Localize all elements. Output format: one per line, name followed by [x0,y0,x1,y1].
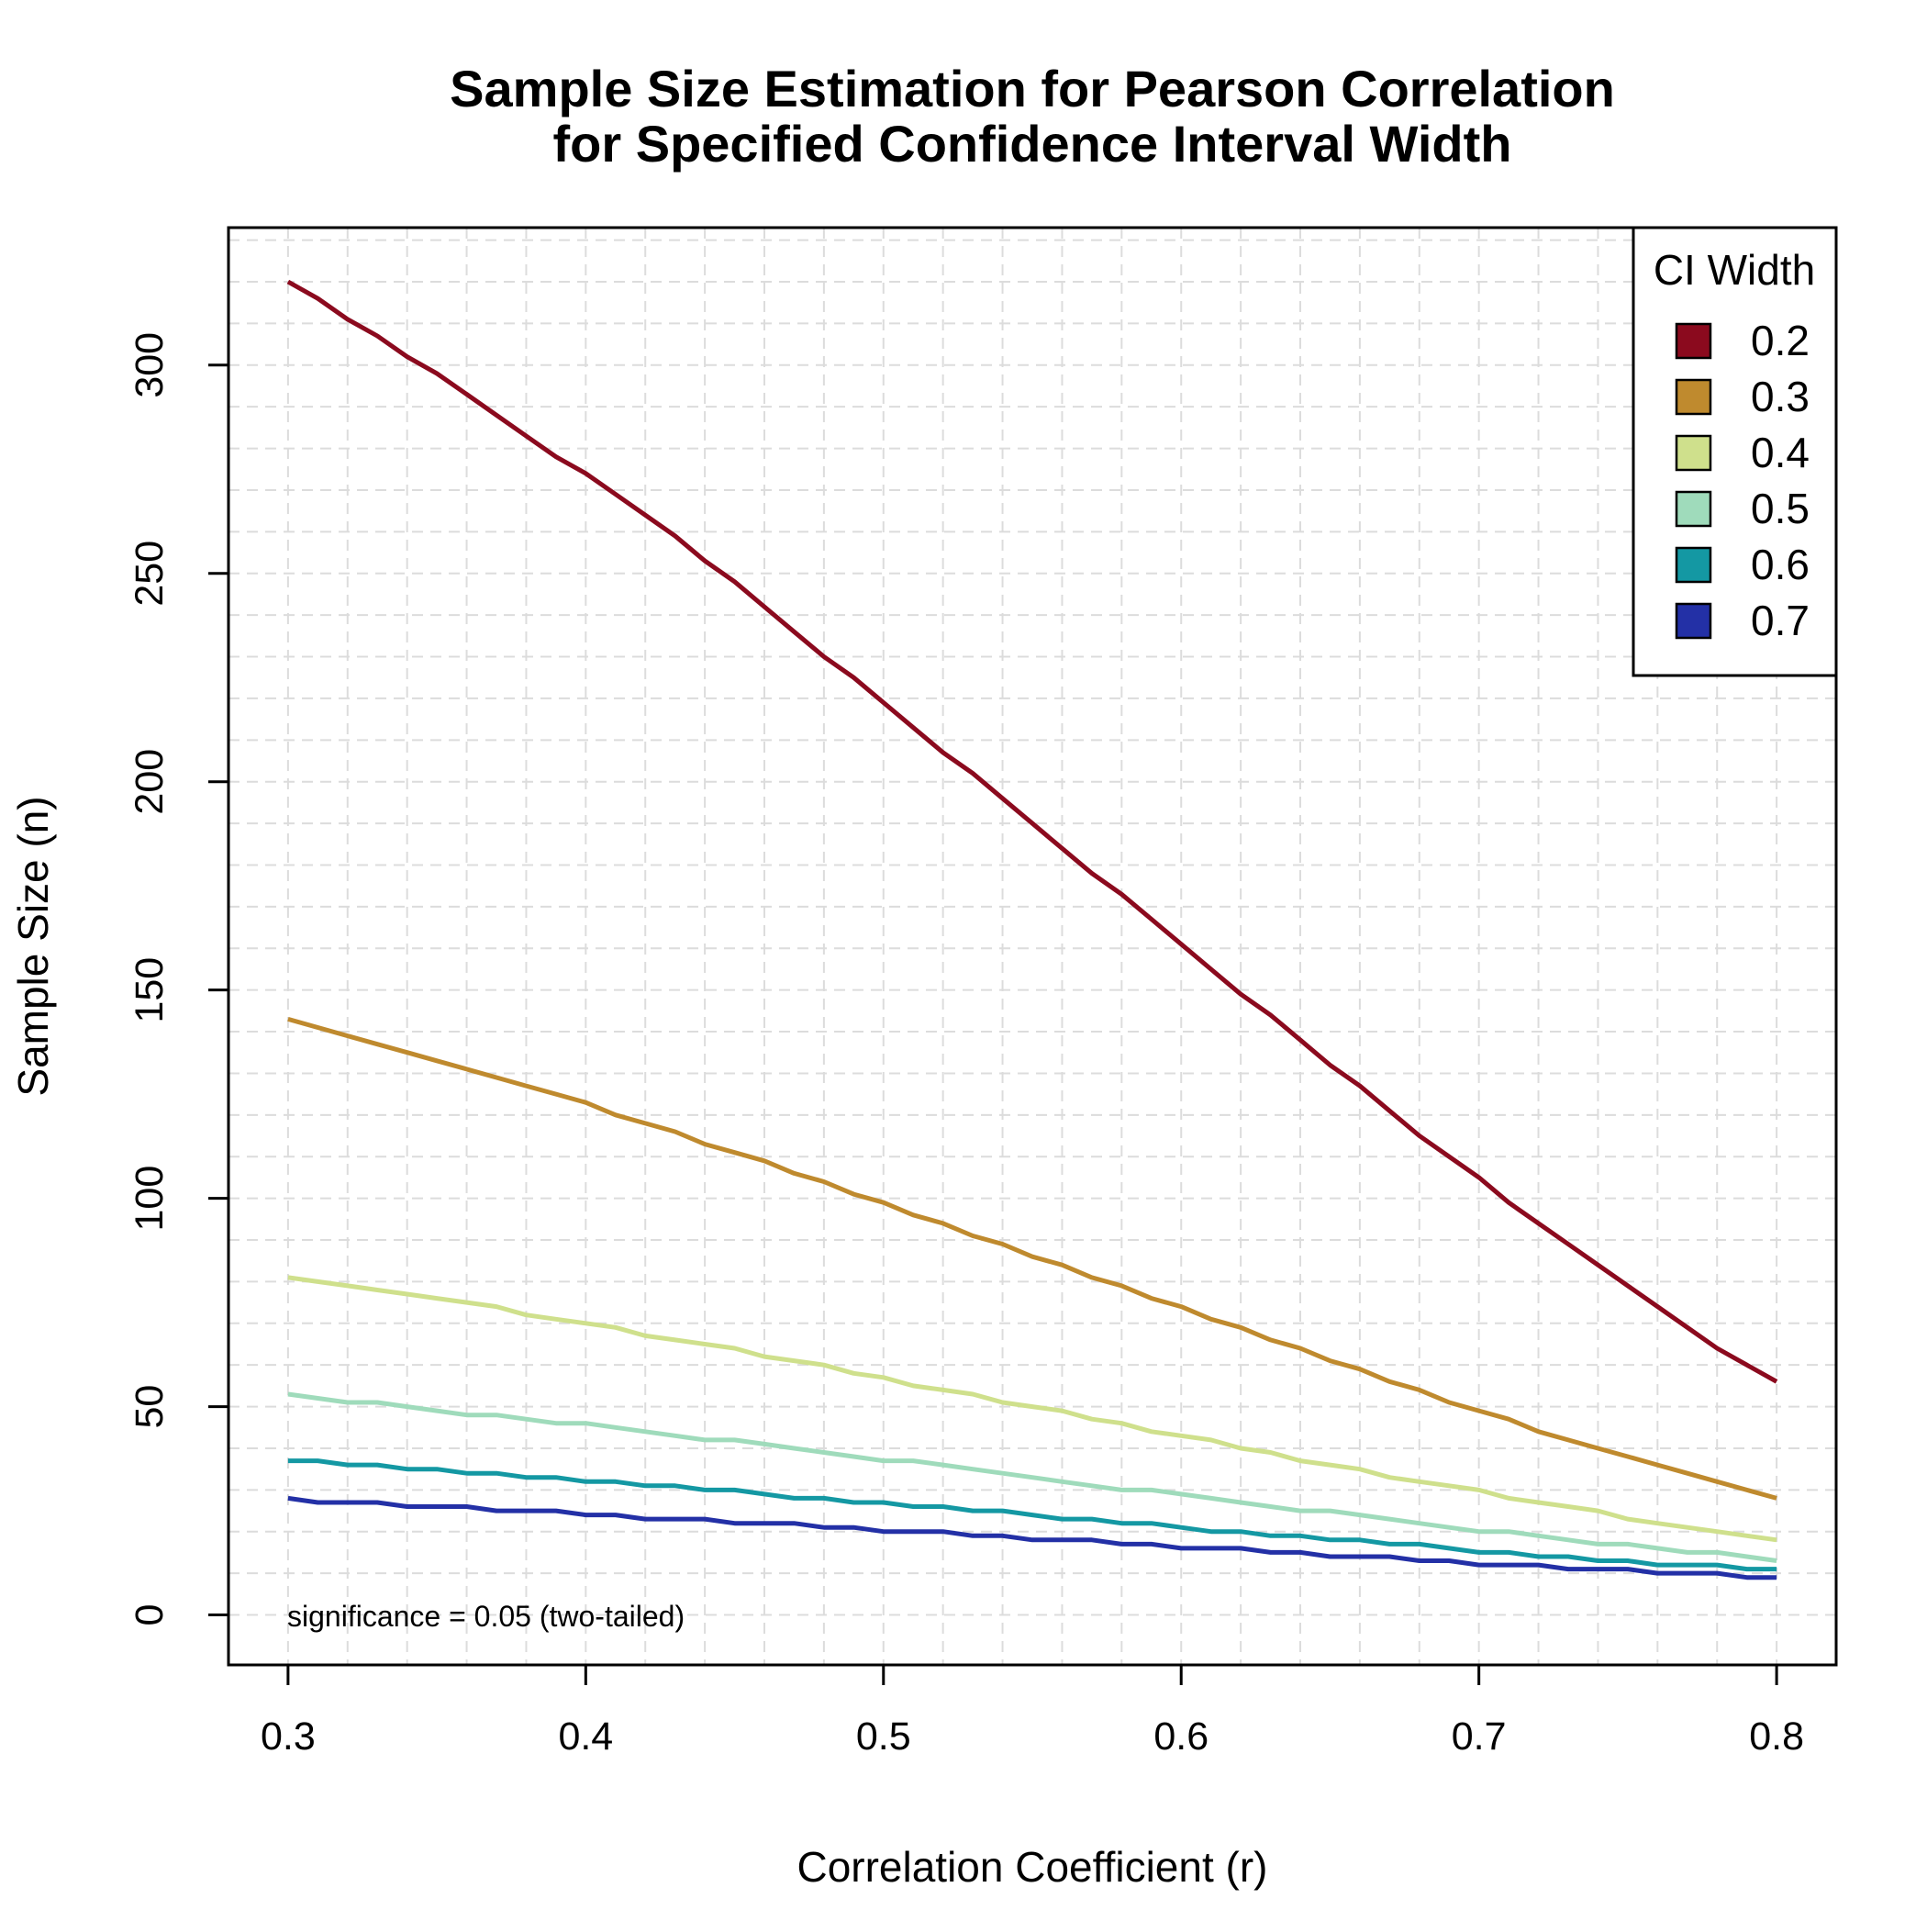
y-tick-label: 200 [128,749,172,815]
significance-note: significance = 0.05 (two-tailed) [287,1600,685,1633]
legend-label: 0.6 [1751,541,1810,588]
y-tick-label: 0 [128,1604,172,1626]
series-layer [286,279,1778,1580]
chart-title-line-2: for Specified Confidence Interval Width [553,115,1512,173]
y-tick-label: 250 [128,541,172,607]
series-line-2 [287,1275,1777,1543]
y-tick-label: 300 [128,332,172,398]
series-line-0 [286,279,1778,1384]
grid-layer [228,228,1836,1665]
legend-swatch [1675,322,1712,360]
x-tick-label: 0.5 [856,1714,911,1759]
legend-swatch [1675,490,1712,528]
chart-title-line-1: Sample Size Estimation for Pearson Corre… [450,60,1615,117]
legend-label: 0.2 [1751,317,1810,364]
axis-layer: 0.3 0.4 0.5 0.6 0.7 0.8 0 50 100 150 200 250 300 [128,332,1804,1759]
legend: CI Width 0.2 0.3 0.4 0.5 0.6 0.7 [1632,226,1838,677]
y-tick-label: 150 [128,957,172,1023]
legend-swatch [1675,434,1712,472]
legend-label: 0.7 [1751,597,1810,644]
x-tick-label: 0.8 [1749,1714,1804,1759]
series-line-3 [287,1391,1777,1563]
legend-label: 0.3 [1751,373,1810,420]
x-tick-label: 0.3 [261,1714,316,1759]
x-tick-label: 0.6 [1153,1714,1209,1759]
legend-box [1632,226,1838,677]
legend-items: 0.2 0.3 0.4 0.5 0.6 0.7 [1675,317,1810,644]
y-tick-label: 50 [128,1385,172,1429]
legend-swatch [1675,546,1712,584]
legend-label: 0.4 [1751,429,1810,476]
legend-swatch [1675,602,1712,640]
series-line-1 [287,1016,1777,1501]
legend-label: 0.5 [1751,485,1810,532]
series-line-4 [287,1458,1777,1572]
legend-title: CI Width [1654,246,1815,294]
x-axis-title: Correlation Coefficient (r) [796,1843,1267,1891]
x-tick-label: 0.7 [1452,1714,1507,1759]
series-line-5 [287,1495,1777,1580]
y-axis-title: Sample Size (n) [9,796,57,1096]
x-tick-label: 0.4 [558,1714,613,1759]
y-tick-label: 100 [128,1166,172,1232]
legend-swatch [1675,378,1712,416]
